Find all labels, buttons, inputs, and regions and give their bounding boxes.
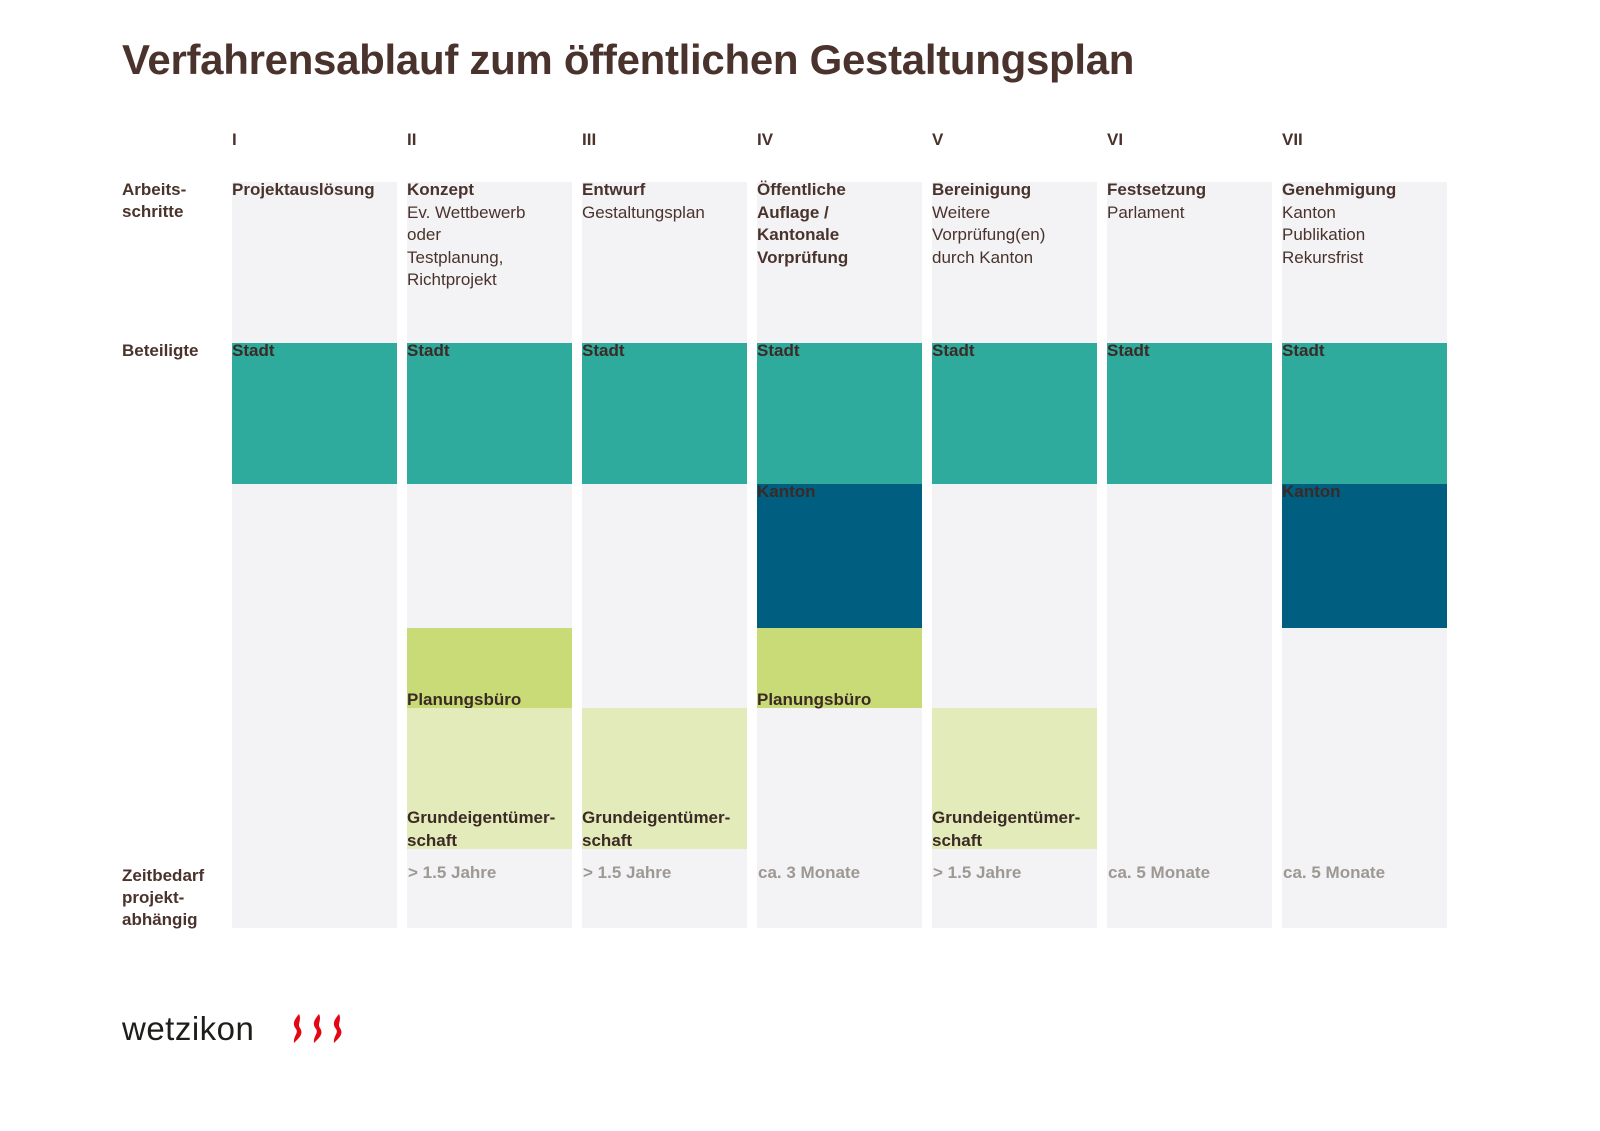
step-detail: Weitere Vorprüfung(en) durch Kanton xyxy=(932,202,1046,267)
flame-icon xyxy=(333,1014,342,1043)
step-detail: Parlament xyxy=(1107,202,1185,222)
participant-stadt: Stadt xyxy=(757,341,922,484)
time-required: > 1.5 Jahre xyxy=(583,863,672,882)
participant-label: Planungsbüro xyxy=(407,689,522,709)
row-label-beteiligte: Beteiligte xyxy=(122,341,199,360)
step-title: Projektauslösung xyxy=(232,180,375,199)
phase-column: Entwurf Gestaltungsplan Stadt Grundeigentüm… xyxy=(582,179,747,928)
wetzikon-logo: wetzikon xyxy=(122,1010,255,1047)
participant-stadt: Stadt xyxy=(582,341,747,484)
phase-number: IV xyxy=(757,130,774,149)
participant-grundeigentuemerschaft: Grundeigentümer- schaft xyxy=(407,708,572,850)
participant-label: Stadt xyxy=(757,341,800,360)
row-label-arbeitsschritte: Arbeits- schritte xyxy=(122,180,187,221)
step-title: Festsetzung xyxy=(1107,180,1207,199)
phase-column: Bereinigung Weitere Vorprüfung(en) durch … xyxy=(932,179,1097,928)
participant-label: Stadt xyxy=(1107,341,1150,360)
participant-grundeigentuemerschaft: Grundeigentümer- schaft xyxy=(582,708,747,850)
participant-planungsbuero: Planungsbüro xyxy=(757,628,922,709)
phase-number: V xyxy=(932,130,944,149)
participant-kanton: Kanton xyxy=(1282,482,1447,628)
time-required: ca. 3 Monate xyxy=(758,863,861,882)
work-step: Entwurf Gestaltungsplan xyxy=(582,179,747,224)
step-title: Öffentliche Auflage / Kantonale Vorprüfu… xyxy=(757,180,849,267)
step-title: Genehmigung xyxy=(1282,180,1397,199)
phase-number: VI xyxy=(1107,130,1124,149)
work-step: Konzept Ev. Wettbewerb oder Testplanung, … xyxy=(407,179,572,292)
participant-stadt: Stadt xyxy=(407,341,572,484)
page-title: Verfahrensablauf zum öffentlichen Gestal… xyxy=(122,36,1135,83)
step-detail: Ev. Wettbewerb oder Testplanung, Richtpr… xyxy=(407,202,526,290)
work-step: Genehmigung Kanton Publikation Rekursfris… xyxy=(1282,179,1447,269)
participant-stadt: Stadt xyxy=(1107,341,1272,484)
participant-grundeigentuemerschaft: Grundeigentümer- schaft xyxy=(932,708,1097,850)
participant-label: Grundeigentümer- schaft xyxy=(582,808,731,850)
time-required: ca. 5 Monate xyxy=(1283,863,1386,882)
time-required: > 1.5 Jahre xyxy=(408,863,497,882)
wetzikon-flames-icon xyxy=(293,1014,342,1043)
participant-label: Stadt xyxy=(582,341,625,360)
step-title: Bereinigung xyxy=(932,180,1032,199)
step-detail: Gestaltungsplan xyxy=(582,202,705,222)
work-step: Bereinigung Weitere Vorprüfung(en) durch … xyxy=(932,179,1097,269)
participant-label: Stadt xyxy=(932,341,975,360)
work-step: Projektauslösung xyxy=(232,179,397,202)
phase-number: II xyxy=(407,130,417,149)
participant-label: Kanton xyxy=(1282,482,1341,501)
participant-stadt: Stadt xyxy=(932,341,1097,484)
participant-label: Grundeigentümer- schaft xyxy=(407,808,556,850)
participant-stadt: Stadt xyxy=(232,341,397,484)
work-step: Öffentliche Auflage / Kantonale Vorprüfu… xyxy=(757,179,922,269)
participant-label: Kanton xyxy=(757,482,816,501)
time-required: ca. 5 Monate xyxy=(1108,863,1211,882)
time-required: > 1.5 Jahre xyxy=(933,863,1022,882)
step-title: Konzept xyxy=(407,180,475,199)
row-label-zeitbedarf: Zeitbedarf projekt- abhängig xyxy=(122,866,205,929)
participant-planungsbuero: Planungsbüro xyxy=(407,628,572,709)
phase-column: Festsetzung Parlament Stadt ca. 5 Monate xyxy=(1107,179,1272,928)
phase-column: Konzept Ev. Wettbewerb oder Testplanung, … xyxy=(407,179,572,928)
participant-label: Planungsbüro xyxy=(757,689,872,709)
participant-label: Stadt xyxy=(232,341,275,360)
step-detail: Kanton Publikation Rekursfrist xyxy=(1282,202,1366,267)
phase-column: Genehmigung Kanton Publikation Rekursfris… xyxy=(1282,179,1447,928)
flame-icon xyxy=(313,1014,322,1043)
participant-label: Stadt xyxy=(407,341,450,360)
work-step: Festsetzung Parlament xyxy=(1107,179,1272,224)
phase-number: III xyxy=(582,130,597,149)
phase-number: VII xyxy=(1282,130,1303,149)
step-title: Entwurf xyxy=(582,180,646,199)
phase-column: Projektauslösung Stadt xyxy=(232,179,397,928)
flame-icon xyxy=(293,1014,302,1043)
phase-number: I xyxy=(232,130,237,149)
phase-column: Öffentliche Auflage / Kantonale Vorprüfu… xyxy=(757,179,922,928)
participant-label: Grundeigentümer- schaft xyxy=(932,808,1081,850)
participant-label: Stadt xyxy=(1282,341,1325,360)
participant-kanton: Kanton xyxy=(757,482,922,628)
participant-stadt: Stadt xyxy=(1282,341,1447,484)
